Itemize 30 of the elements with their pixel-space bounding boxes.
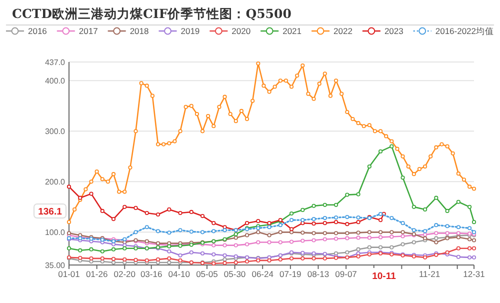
legend-label: 2023 <box>384 26 404 36</box>
legend-label: 2020 <box>232 26 251 36</box>
x-tick-label: 05-05 <box>196 269 218 279</box>
legend-label: 2016-2022均值 <box>435 26 494 36</box>
x-tick-label: 09-07 <box>335 269 358 279</box>
y-tick-label: 400.0 <box>44 76 66 86</box>
annotation: 136.1 <box>34 204 66 218</box>
x-tick-label: 07-19 <box>280 269 302 279</box>
y-tick-label: 35.00 <box>44 261 66 270</box>
x-tick-label: 08-13 <box>307 269 330 279</box>
legend-label: 2022 <box>334 26 353 36</box>
x-tick-label: 12-31 <box>463 269 486 279</box>
legend-label: 2016 <box>28 26 48 36</box>
x-tick-label: 06-24 <box>252 269 274 279</box>
y-tick-label: 200.0 <box>44 178 66 187</box>
legend-label: 2019 <box>180 26 200 36</box>
legend-label: 2021 <box>282 26 302 36</box>
y-tick-label: 300.0 <box>44 127 66 136</box>
x-tick-label: 01-26 <box>86 269 108 279</box>
x-tick-label: 04-10 <box>168 269 190 279</box>
x-tick-label: 02-20 <box>114 269 136 279</box>
x-tick-label: 05-30 <box>224 269 246 279</box>
x-tick-label: 03-16 <box>140 269 162 279</box>
legend-label: 2017 <box>78 26 98 36</box>
x-tick-label: 01-01 <box>58 269 80 279</box>
x-tick-label: 11-21 <box>418 269 440 279</box>
legend-label: 2018 <box>130 26 150 36</box>
chart-title: CCTD欧洲三港动力煤CIF价季节性图：Q5500 <box>12 6 292 21</box>
y-tick-label: 437.0 <box>44 58 66 67</box>
y-tick-label: 100.0 <box>44 228 66 238</box>
